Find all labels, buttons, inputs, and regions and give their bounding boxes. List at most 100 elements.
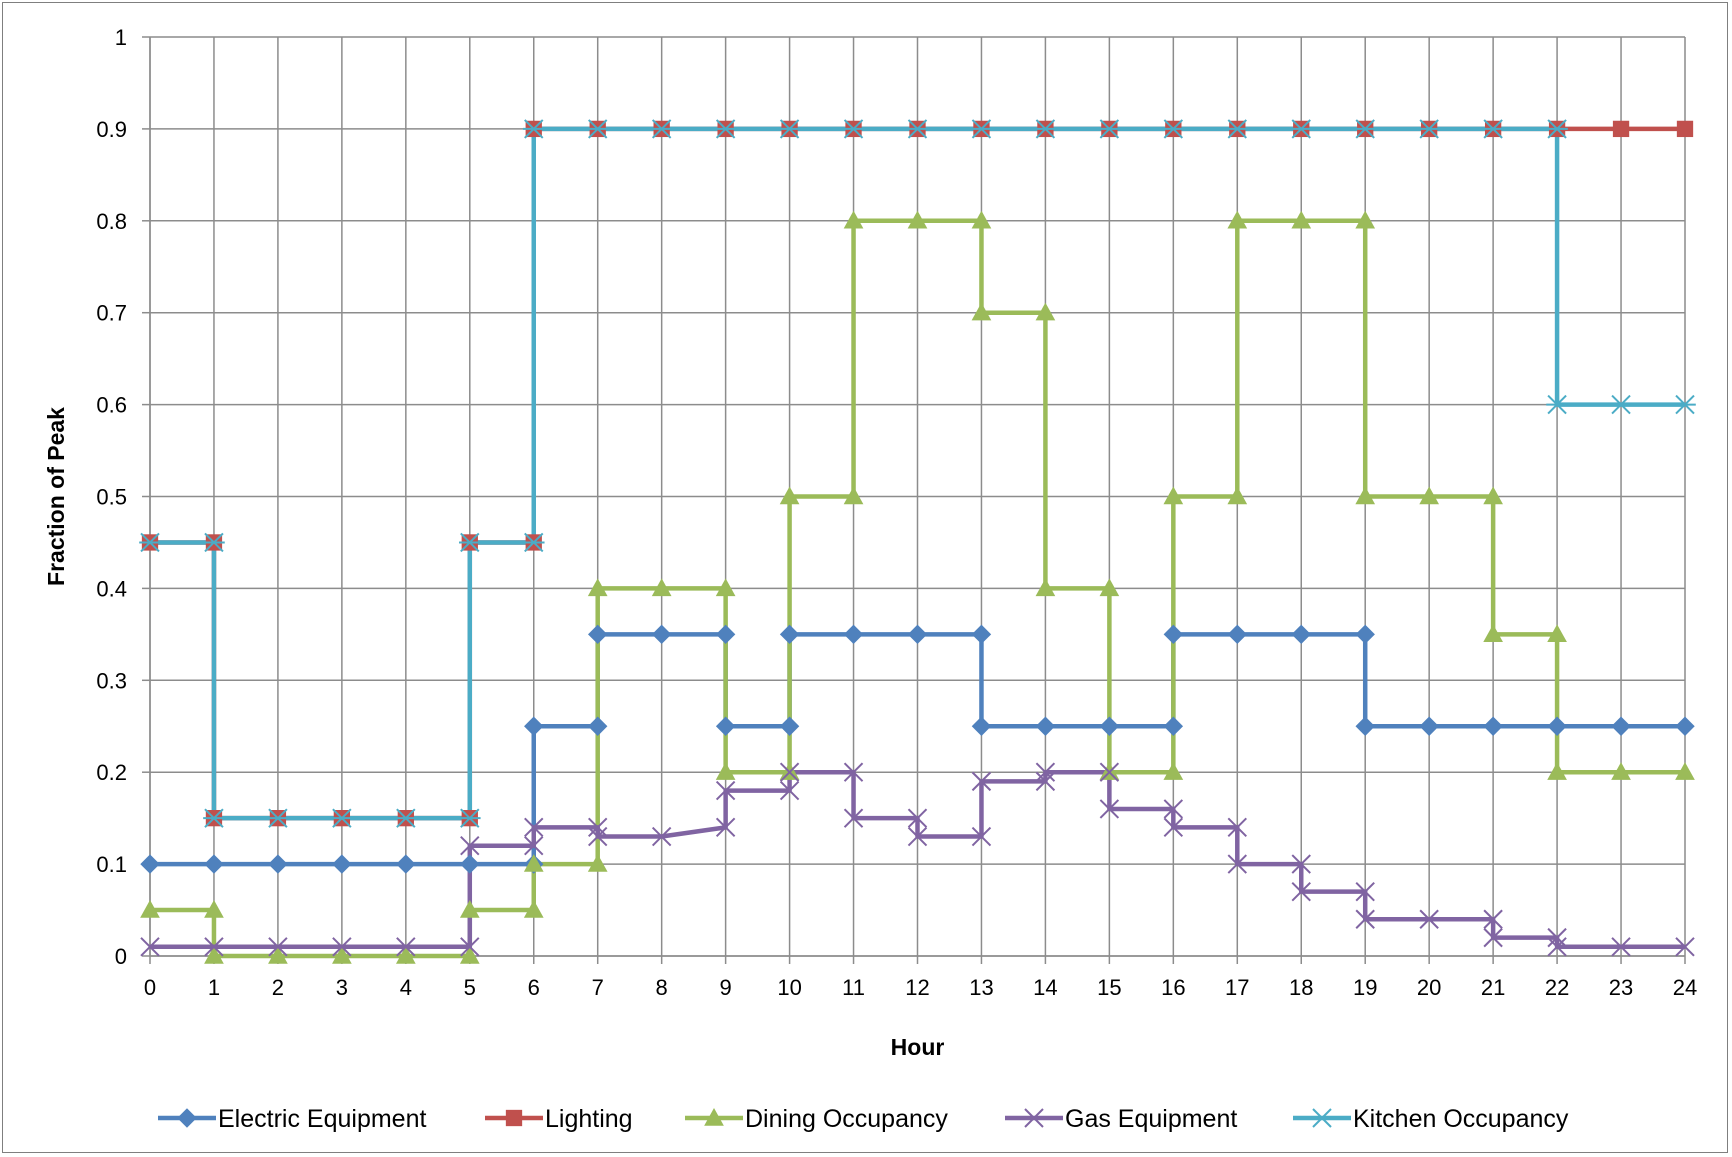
data-point-electric-equipment [1291,624,1311,645]
x-tick-label: 0 [144,975,156,1000]
legend-item-kitchen-occupancy: Kitchen Occupancy [1293,1105,1569,1133]
data-point-dining-occupancy [779,486,800,505]
data-point-gas-equipment [843,808,864,828]
tick-labels: 0 1 2 3 4 5 6 7 8 9 10 11 12 13 14 15 16 17 18 19 20 21 22 23 24… [96,25,1697,1000]
data-point-kitchen-occupancy [1226,119,1249,139]
data-point-electric-equipment [588,624,608,645]
data-point-gas-equipment [715,780,736,801]
data-point-electric-equipment [1035,716,1056,736]
x-tick-label: 15 [1097,975,1121,1000]
data-point-electric-equipment [971,624,992,645]
y-tick-label: 0.9 [96,117,127,142]
x-tick-label: 10 [777,975,801,1000]
x-tick-label: 12 [905,975,929,1000]
axes [142,36,1686,964]
data-point-electric-equipment [1163,716,1184,736]
data-point-dining-occupancy [1483,486,1503,505]
y-tick-label: 0.8 [96,209,127,234]
data-point-electric-equipment [1163,624,1184,645]
data-point-kitchen-occupancy [203,532,225,553]
data-point-gas-equipment [588,826,608,847]
data-point-electric-equipment [332,854,352,874]
y-axis-title: Fraction of Peak [43,407,69,586]
x-tick-label: 14 [1033,975,1057,1000]
data-point-dining-occupancy [971,302,992,321]
data-point-electric-equipment [779,716,800,736]
x-tick-label: 17 [1225,975,1249,1000]
data-point-kitchen-occupancy [395,808,417,828]
y-tick-label: 0.4 [96,576,127,601]
data-point-kitchen-occupancy [1546,394,1568,415]
data-point-electric-equipment [396,854,416,874]
data-point-electric-equipment [1355,624,1375,645]
data-point-electric-equipment [1483,716,1503,736]
data-point-dining-occupancy [1547,624,1567,643]
data-point-gas-equipment [1227,817,1247,838]
data-point-electric-equipment [907,624,928,645]
data-point-gas-equipment [779,762,800,782]
data-point-kitchen-occupancy [1674,394,1696,415]
data-point-electric-equipment [460,854,480,874]
y-tick-label: 0.3 [96,668,127,693]
data-point-kitchen-occupancy [1610,394,1632,415]
data-point-dining-occupancy [332,945,352,964]
y-tick-label: 0.5 [96,485,127,510]
data-point-gas-equipment [1547,937,1567,957]
data-point-kitchen-occupancy [522,119,545,139]
data-point-kitchen-occupancy [1098,119,1121,139]
data-point-kitchen-occupancy [458,532,481,553]
data-point-dining-occupancy [1227,486,1248,505]
data-point-electric-equipment [971,716,992,736]
data-point-kitchen-occupancy [1034,119,1057,139]
data-point-electric-equipment [524,716,544,736]
data-point-kitchen-occupancy [714,119,737,139]
legend-marker [1311,1108,1333,1128]
data-point-gas-equipment [1611,937,1631,957]
data-point-dining-occupancy [1355,210,1376,229]
data-point-gas-equipment [396,937,416,957]
data-point-gas-equipment [779,780,800,801]
data-point-gas-equipment [1035,771,1056,792]
x-tick-label: 9 [720,975,732,1000]
data-point-gas-equipment [1419,909,1439,929]
data-point-electric-equipment [1419,716,1439,736]
data-point-gas-equipment [1163,799,1184,819]
data-point-kitchen-occupancy [1482,119,1504,139]
data-point-kitchen-occupancy [203,808,225,828]
legend-item-dining-occupancy: Dining Occupancy [685,1105,948,1133]
data-point-kitchen-occupancy [778,119,801,139]
data-point-gas-equipment [843,762,864,782]
data-point-dining-occupancy [459,945,480,964]
data-point-electric-equipment [204,854,224,874]
legend-marker [505,1109,523,1127]
data-point-dining-occupancy [1483,624,1503,643]
x-tick-label: 8 [656,975,668,1000]
x-tick-label: 21 [1481,975,1505,1000]
data-point-dining-occupancy [1675,762,1695,780]
data-point-gas-equipment [1291,854,1311,874]
data-point-dining-occupancy [1291,210,1312,229]
data-point-gas-equipment [1035,762,1056,782]
legend-item-lighting: Lighting [485,1105,633,1133]
data-point-dining-occupancy [268,945,288,964]
x-tick-label: 18 [1289,975,1313,1000]
data-point-gas-equipment [1547,927,1567,948]
legend-label: Lighting [545,1105,633,1133]
x-tick-label: 22 [1545,975,1569,1000]
data-point-kitchen-occupancy [1546,119,1568,139]
data-point-gas-equipment [524,817,544,838]
data-point-gas-equipment [1291,881,1311,902]
data-point-kitchen-occupancy [458,808,481,828]
data-point-gas-equipment [140,937,160,957]
data-point-kitchen-occupancy [139,532,161,553]
legend-marker [177,1108,197,1128]
data-point-kitchen-occupancy [586,119,609,139]
data-point-dining-occupancy [843,486,864,505]
data-point-gas-equipment [907,826,928,847]
data-point-dining-occupancy [715,762,736,780]
data-point-dining-occupancy [971,210,992,229]
data-point-kitchen-occupancy [1354,119,1377,139]
data-point-gas-equipment [1483,927,1503,948]
